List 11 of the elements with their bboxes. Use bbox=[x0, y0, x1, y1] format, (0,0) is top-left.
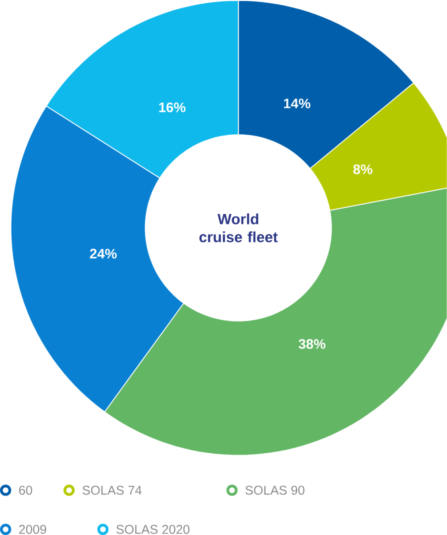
legend-label: 2009 bbox=[19, 524, 46, 534]
legend-label: SOLAS 74 bbox=[82, 486, 142, 495]
legend-label: SOLAS 2020 bbox=[116, 524, 190, 534]
legend-label: 60 bbox=[19, 486, 32, 495]
data-label: 24% bbox=[90, 248, 117, 258]
data-label: 38% bbox=[298, 339, 326, 349]
data-label: 8% bbox=[353, 164, 372, 174]
legend-label: SOLAS 90 bbox=[246, 486, 305, 495]
text: World cruise fleet bbox=[200, 213, 278, 242]
data-label: 16% bbox=[159, 102, 186, 112]
data-label: 14% bbox=[284, 98, 310, 108]
